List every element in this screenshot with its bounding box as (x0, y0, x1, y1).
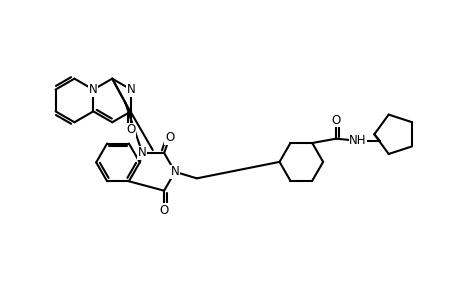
Text: O: O (331, 114, 340, 127)
Text: O: O (126, 123, 135, 136)
Text: NH: NH (348, 134, 366, 147)
Text: N: N (126, 83, 135, 96)
Text: N: N (138, 146, 146, 159)
Text: N: N (89, 83, 97, 96)
Text: O: O (159, 204, 168, 217)
Text: O: O (165, 131, 174, 144)
Text: N: N (170, 165, 179, 178)
